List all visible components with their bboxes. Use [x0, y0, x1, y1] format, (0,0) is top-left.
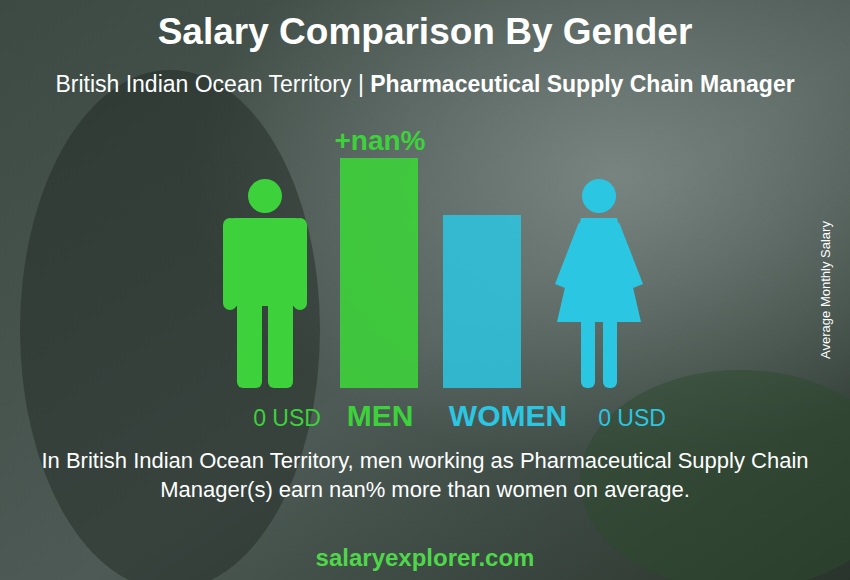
background-shape — [20, 70, 320, 580]
icon-head — [248, 179, 282, 213]
decor-bar — [340, 158, 418, 388]
source: salaryexplorer.com — [316, 544, 535, 571]
subtitle-part: Pharmaceutical Supply Chain Manager — [364, 71, 795, 97]
icon-leg — [581, 316, 595, 388]
y-label: Average Monthly Salary — [818, 221, 833, 359]
icon-leg — [268, 296, 293, 388]
data-label: 0 USD — [253, 405, 321, 431]
icon-arm — [613, 222, 643, 288]
bar — [443, 388, 521, 389]
decor-bar — [443, 215, 521, 388]
icon-arm — [293, 218, 307, 310]
caption-line: In British Indian Ocean Territory, men w… — [41, 448, 808, 473]
icon-leg — [237, 296, 262, 388]
category-label: MEN — [347, 399, 414, 432]
annotation: +nan% — [334, 125, 425, 156]
chart-svg: Salary Comparison By Gender British India… — [0, 0, 850, 580]
icon-arm — [555, 222, 585, 288]
category-label: WOMEN — [449, 399, 567, 432]
bar — [340, 388, 418, 389]
title: Salary Comparison By Gender — [158, 11, 693, 52]
background-shape — [580, 370, 850, 580]
chart-root: Salary Comparison By Gender British India… — [0, 0, 850, 580]
icon-arm — [223, 218, 237, 310]
caption-line: Manager(s) earn nan% more than women on … — [160, 477, 690, 502]
subtitle: British Indian Ocean Territory | Pharmac… — [55, 71, 794, 97]
woman-icon — [555, 179, 643, 388]
icon-head — [582, 179, 616, 213]
caption: In British Indian Ocean Territory, men w… — [41, 448, 808, 502]
man-icon — [223, 179, 307, 388]
icon-leg — [603, 316, 617, 388]
data-label: 0 USD — [598, 405, 666, 431]
subtitle-part: British Indian Ocean Territory | — [55, 71, 364, 97]
